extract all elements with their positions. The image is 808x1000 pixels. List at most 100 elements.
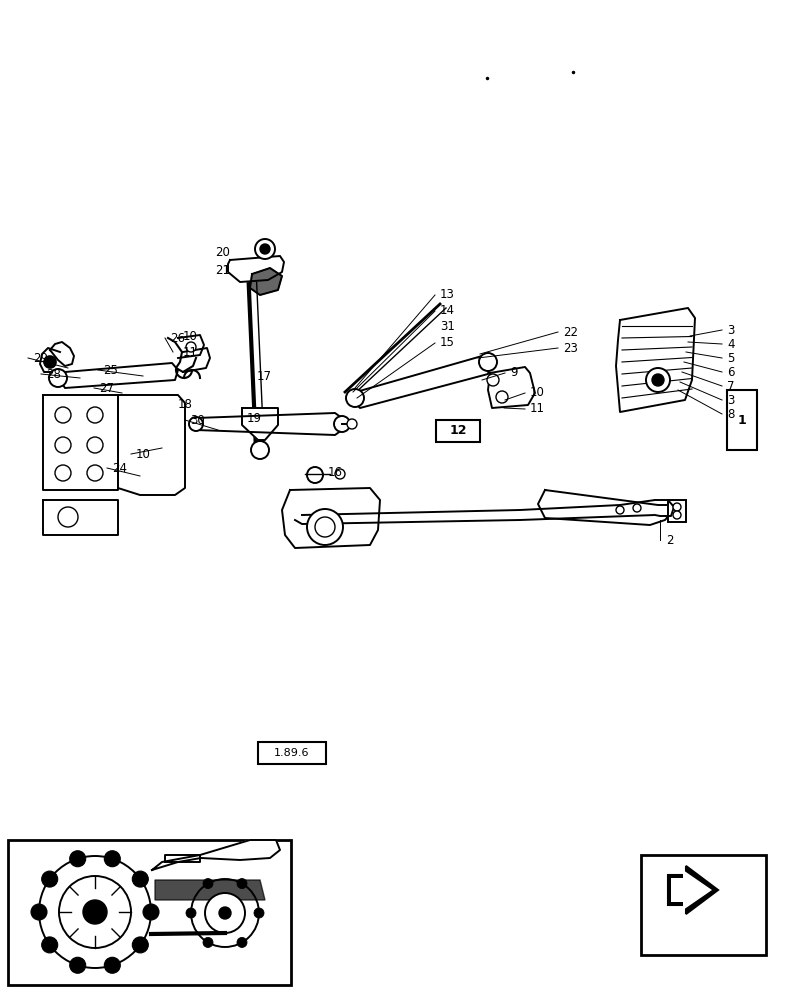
Bar — [436, 420, 480, 442]
Circle shape — [255, 239, 275, 259]
Polygon shape — [43, 395, 118, 490]
Circle shape — [219, 907, 231, 919]
Text: 29: 29 — [33, 352, 48, 364]
Circle shape — [143, 904, 159, 920]
Text: 24: 24 — [112, 462, 127, 475]
Bar — [668, 500, 686, 522]
Circle shape — [260, 244, 270, 254]
Circle shape — [87, 407, 103, 423]
Circle shape — [646, 368, 670, 392]
Polygon shape — [178, 335, 204, 358]
Polygon shape — [538, 490, 672, 525]
Polygon shape — [655, 500, 674, 516]
Text: 17: 17 — [257, 369, 272, 382]
Circle shape — [83, 900, 107, 924]
Circle shape — [104, 957, 120, 973]
Circle shape — [652, 374, 664, 386]
Polygon shape — [282, 488, 380, 548]
Text: 15: 15 — [440, 336, 455, 350]
Polygon shape — [155, 880, 265, 900]
Text: 18: 18 — [178, 398, 193, 412]
Text: 12: 12 — [449, 424, 467, 438]
Circle shape — [87, 437, 103, 453]
Circle shape — [673, 511, 681, 519]
Circle shape — [203, 937, 213, 947]
Circle shape — [315, 517, 335, 537]
Text: 1.89.6: 1.89.6 — [274, 748, 309, 758]
Circle shape — [42, 871, 57, 887]
Circle shape — [133, 937, 149, 953]
Text: 6: 6 — [727, 365, 734, 378]
Circle shape — [31, 904, 47, 920]
Polygon shape — [242, 408, 278, 440]
Circle shape — [307, 467, 323, 483]
Polygon shape — [616, 308, 695, 412]
Text: 20: 20 — [215, 246, 229, 259]
Text: 25: 25 — [103, 363, 118, 376]
Circle shape — [205, 893, 245, 933]
Text: 2: 2 — [666, 534, 674, 546]
Circle shape — [237, 879, 247, 889]
Circle shape — [203, 879, 213, 889]
Circle shape — [69, 957, 86, 973]
Polygon shape — [228, 256, 284, 282]
Circle shape — [87, 465, 103, 481]
Polygon shape — [118, 395, 185, 495]
Text: 8: 8 — [727, 408, 734, 420]
Text: 26: 26 — [170, 332, 185, 344]
Text: 19: 19 — [247, 412, 262, 424]
Bar — [8, 840, 291, 985]
Polygon shape — [352, 356, 490, 408]
Circle shape — [189, 417, 203, 431]
Circle shape — [346, 389, 364, 407]
Bar — [258, 742, 326, 764]
Circle shape — [55, 407, 71, 423]
Polygon shape — [152, 840, 280, 870]
Circle shape — [479, 353, 497, 371]
Text: 28: 28 — [46, 367, 61, 380]
Text: 11: 11 — [183, 346, 198, 359]
Circle shape — [186, 908, 196, 918]
Text: 23: 23 — [563, 342, 578, 355]
Text: 10: 10 — [136, 448, 151, 460]
Text: 1: 1 — [738, 414, 747, 426]
Text: 31: 31 — [440, 320, 455, 334]
Circle shape — [335, 469, 345, 479]
Bar — [641, 855, 766, 955]
Polygon shape — [671, 870, 712, 910]
Polygon shape — [43, 500, 118, 535]
Circle shape — [307, 509, 343, 545]
Circle shape — [39, 856, 151, 968]
Text: 14: 14 — [440, 304, 455, 318]
Circle shape — [186, 342, 196, 352]
Text: 27: 27 — [99, 381, 114, 394]
Circle shape — [44, 356, 56, 368]
Circle shape — [347, 419, 357, 429]
Polygon shape — [50, 342, 74, 366]
Circle shape — [487, 374, 499, 386]
Text: 4: 4 — [727, 338, 734, 351]
Text: 9: 9 — [510, 366, 517, 379]
Circle shape — [251, 441, 269, 459]
Polygon shape — [250, 268, 282, 295]
Polygon shape — [488, 367, 535, 408]
Circle shape — [673, 503, 681, 511]
Polygon shape — [60, 363, 178, 388]
Text: 16: 16 — [328, 466, 343, 480]
Polygon shape — [668, 866, 718, 914]
Text: 21: 21 — [215, 263, 230, 276]
Polygon shape — [295, 500, 660, 524]
Circle shape — [237, 937, 247, 947]
Circle shape — [55, 437, 71, 453]
Circle shape — [58, 507, 78, 527]
Text: 10: 10 — [530, 386, 545, 399]
Circle shape — [616, 506, 624, 514]
Circle shape — [191, 879, 259, 947]
Circle shape — [133, 871, 149, 887]
Circle shape — [334, 416, 350, 432]
Text: 22: 22 — [563, 326, 578, 338]
Circle shape — [55, 465, 71, 481]
Text: 7: 7 — [727, 379, 734, 392]
Text: 3: 3 — [727, 393, 734, 406]
Circle shape — [496, 391, 508, 403]
